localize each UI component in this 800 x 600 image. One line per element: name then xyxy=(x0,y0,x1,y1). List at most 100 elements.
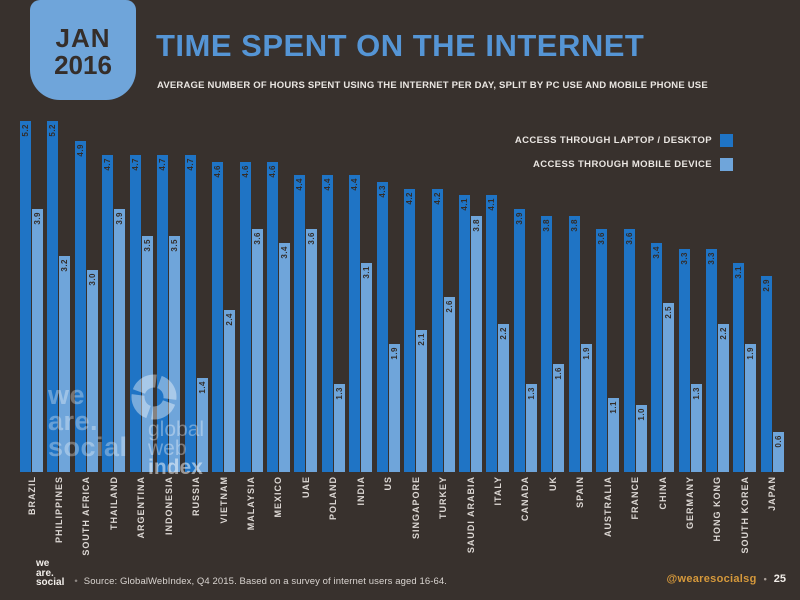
country-label: SOUTH AFRICA xyxy=(81,476,92,556)
country-group: 4.6 3.6 xyxy=(239,110,263,472)
bar-value-label: 3.9 xyxy=(115,211,125,225)
footer-left: we are. social • Source: GlobalWebIndex, … xyxy=(36,559,447,588)
logo-line: are. xyxy=(36,567,54,579)
legend-swatch-desktop xyxy=(720,134,733,147)
bar-value-label: 3.4 xyxy=(279,245,289,259)
country-group: 3.6 1.0 xyxy=(623,110,647,472)
watermark-line: web xyxy=(148,436,187,460)
bar-value-label: 3.5 xyxy=(170,238,180,252)
bar-value-label: 3.4 xyxy=(652,245,662,259)
country-group: 3.3 1.3 xyxy=(678,110,702,472)
country-label: JAPAN xyxy=(767,476,778,511)
country-group: 4.7 3.5 xyxy=(129,110,153,472)
x-axis-labels: BRAZIL PHILIPPINES SOUTH AFRICA THAILAND ARG… xyxy=(20,476,784,562)
we-are-social-logo: we are. social xyxy=(36,559,64,588)
country-label: PHILIPPINES xyxy=(53,476,64,544)
bar-value-label: 3.5 xyxy=(142,238,152,252)
bar-value-label: 4.9 xyxy=(75,144,85,157)
bar-value-label: 3.9 xyxy=(514,211,524,225)
bar-value-label: 0.6 xyxy=(773,434,783,448)
bar-mobile: 1.6 xyxy=(553,364,565,472)
country-group: 4.7 3.9 xyxy=(102,110,126,472)
bar-chart: 5.2 3.9 5.2 3.2 4.9 3.0 4.7 3.9 4.7 3.5 4.7 3.5 4.7 1… xyxy=(20,110,784,472)
country-label: UAE xyxy=(300,476,311,499)
country-label: CHINA xyxy=(657,476,668,510)
bar-mobile: 1.3 xyxy=(525,384,537,472)
bar-desktop: 3.9 xyxy=(513,208,525,472)
legend-item-mobile: ACCESS THROUGH MOBILE DEVICE xyxy=(533,158,733,171)
legend-swatch-mobile xyxy=(720,158,733,171)
bar-mobile: 0.6 xyxy=(772,431,784,472)
country-group: 3.8 1.6 xyxy=(541,110,565,472)
bar-mobile: 3.4 xyxy=(278,242,290,472)
bar-value-label: 1.9 xyxy=(389,346,399,360)
logo-line: social xyxy=(36,577,65,588)
bar-mobile: 1.3 xyxy=(690,384,702,472)
page-number: 25 xyxy=(773,573,786,585)
bar-value-label: 1.3 xyxy=(334,387,344,400)
bar-value-label: 1.6 xyxy=(554,367,564,380)
country-group: 4.6 3.4 xyxy=(266,110,290,472)
bar-mobile: 1.9 xyxy=(745,343,757,472)
bar-value-label: 3.9 xyxy=(33,211,42,225)
bar-mobile: 3.2 xyxy=(59,256,71,472)
bar-desktop: 3.8 xyxy=(541,215,553,472)
bar-value-label: 3.8 xyxy=(569,218,579,232)
legend-label-mobile: ACCESS THROUGH MOBILE DEVICE xyxy=(532,159,712,170)
bar-value-label: 4.3 xyxy=(377,184,387,198)
bar-value-label: 3.3 xyxy=(706,252,716,265)
country-label: BRAZIL xyxy=(26,476,37,515)
bar-value-label: 4.7 xyxy=(185,157,195,171)
country-group: 4.2 2.1 xyxy=(404,110,428,472)
bullet-icon: • xyxy=(74,575,78,587)
country-label: THAILAND xyxy=(108,476,119,530)
globalwebindex-logo-text: global web index xyxy=(148,419,204,479)
country-label: ITALY xyxy=(492,476,503,506)
country-group: 5.2 3.2 xyxy=(47,110,71,472)
bar-mobile: 2.1 xyxy=(416,330,428,472)
bar-mobile: 3.6 xyxy=(306,229,318,472)
bar-value-label: 3.8 xyxy=(542,218,552,232)
bar-value-label: 2.5 xyxy=(664,306,674,319)
bar-desktop: 4.7 xyxy=(102,154,114,472)
bar-value-label: 5.2 xyxy=(48,124,58,137)
country-group: 4.4 1.3 xyxy=(321,110,345,472)
globalwebindex-watermark: global web index xyxy=(129,372,204,478)
country-label: SINGAPORE xyxy=(410,476,421,540)
bar-value-label: 2.9 xyxy=(761,279,771,292)
country-group: 4.9 3.0 xyxy=(74,110,98,472)
bar-value-label: 4.4 xyxy=(350,178,360,191)
bar-desktop: 3.3 xyxy=(678,249,690,472)
country-label: SAUDI ARABIA xyxy=(465,476,476,554)
country-label: POLAND xyxy=(328,476,339,520)
bar-desktop: 4.2 xyxy=(404,188,416,472)
country-label: FRANCE xyxy=(630,476,641,520)
bar-value-label: 4.7 xyxy=(103,157,113,171)
bar-value-label: 1.3 xyxy=(526,387,536,400)
bar-value-label: 1.9 xyxy=(581,346,591,360)
bar-mobile: 3.9 xyxy=(32,208,43,472)
watermark-line: index xyxy=(148,455,203,479)
watermark-line: are. xyxy=(48,406,99,437)
bar-value-label: 4.1 xyxy=(487,198,497,211)
bar-desktop: 3.3 xyxy=(705,249,717,472)
country-group: 4.7 3.5 xyxy=(157,110,181,472)
source-text: Source: GlobalWebIndex, Q4 2015. Based o… xyxy=(83,575,448,587)
country-label: ARGENTINA xyxy=(136,476,147,539)
bar-mobile: 1.4 xyxy=(196,377,208,472)
we-are-social-watermark: we are. social xyxy=(48,381,128,461)
country-label: CANADA xyxy=(520,476,531,521)
bar-mobile: 3.0 xyxy=(86,269,98,472)
source-note: • Source: GlobalWebIndex, Q4 2015. Based … xyxy=(74,576,447,588)
footer-right: @wearesocialsg • 25 xyxy=(666,573,786,585)
country-group: 5.2 3.9 xyxy=(20,110,43,472)
country-group: 4.4 3.6 xyxy=(294,110,318,472)
country-label: TURKEY xyxy=(438,476,449,520)
bar-desktop: 4.6 xyxy=(239,161,251,472)
country-group: 4.7 1.4 xyxy=(184,110,208,472)
country-label: US xyxy=(383,476,394,491)
legend: ACCESS THROUGH LAPTOP / DESKTOP ACCESS T… xyxy=(515,134,733,171)
bar-value-label: 3.8 xyxy=(472,218,481,232)
country-label: VIETNAM xyxy=(218,476,229,524)
bar-desktop: 4.7 xyxy=(157,154,169,472)
